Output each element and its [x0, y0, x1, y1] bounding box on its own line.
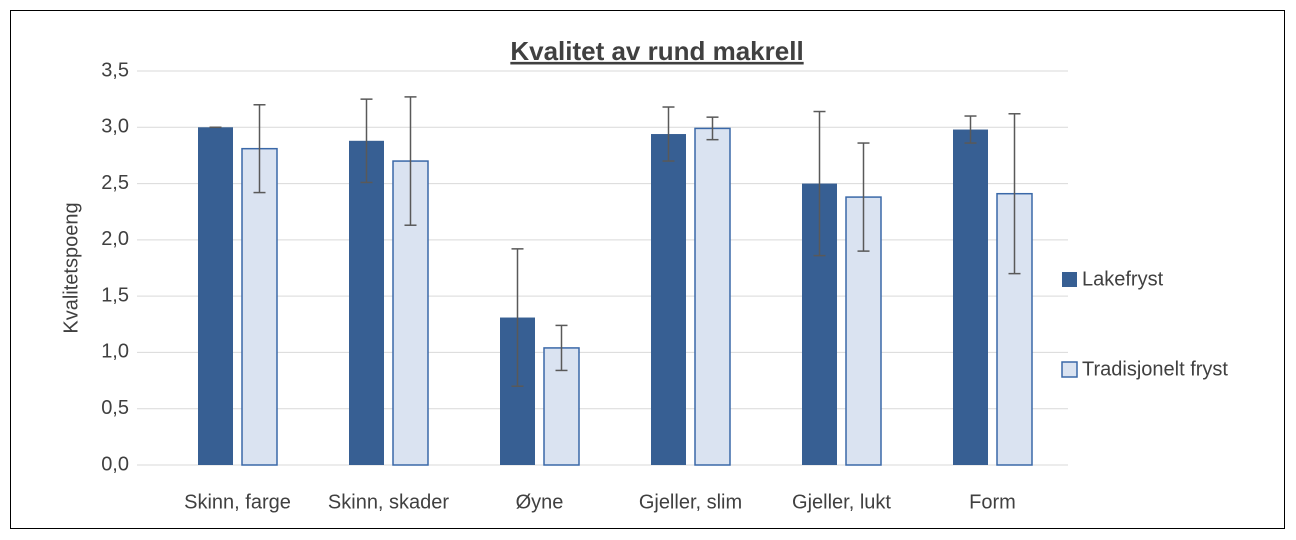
x-tick-label: Skinn, farge: [184, 491, 291, 513]
legend-label: Lakefryst: [1082, 268, 1164, 290]
y-tick-label: 1,5: [101, 284, 129, 306]
bar: [953, 129, 988, 465]
chart-title: Kvalitet av rund makrell: [510, 36, 803, 66]
legend-swatch: [1061, 361, 1078, 378]
y-tick-label: 1,0: [101, 341, 129, 363]
y-tick-label: 2,0: [101, 228, 129, 250]
y-tick-label: 0,5: [101, 397, 129, 419]
x-tick-label: Gjeller, lukt: [792, 491, 891, 513]
y-tick-label: 3,0: [101, 116, 129, 138]
bar: [694, 127, 731, 466]
y-tick-label: 0,0: [101, 453, 129, 475]
legend-swatch: [1062, 272, 1077, 287]
bar: [241, 147, 278, 466]
bar: [198, 127, 233, 466]
x-tick-label: Form: [969, 491, 1016, 513]
x-tick-label: Gjeller, slim: [639, 491, 742, 513]
legend-label: Tradisjonelt fryst: [1082, 358, 1228, 380]
bar: [349, 140, 384, 465]
y-axis-label: Kvalitetspoeng: [60, 202, 82, 333]
x-tick-label: Øyne: [516, 491, 564, 513]
bar: [651, 134, 686, 466]
y-tick-label: 2,5: [101, 172, 129, 194]
x-tick-label: Skinn, skader: [328, 491, 450, 513]
y-tick-label: 3,5: [101, 59, 129, 81]
